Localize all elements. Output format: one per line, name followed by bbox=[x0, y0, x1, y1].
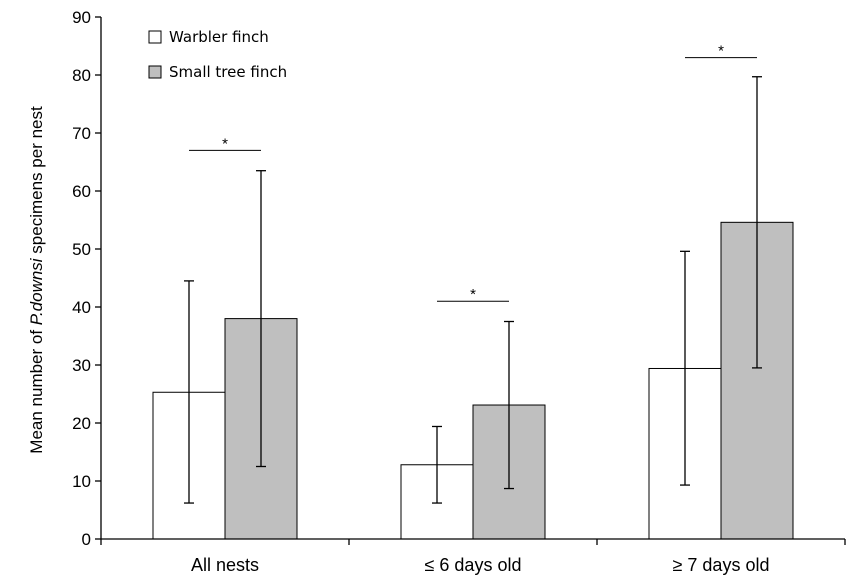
y-axis-label: Mean number of P.downsi specimens per ne… bbox=[27, 106, 46, 454]
y-axis-label-prefix: Mean number of bbox=[27, 325, 46, 454]
error-bars-layer bbox=[184, 76, 762, 504]
significance-layer: * * * bbox=[189, 43, 757, 303]
legend-label-0: Warbler finch bbox=[169, 28, 269, 46]
y-tick-label: 30 bbox=[72, 356, 91, 375]
legend-label-1: Small tree finch bbox=[169, 63, 287, 81]
y-tick-label: 80 bbox=[72, 66, 91, 85]
legend: Warbler finch Small tree finch bbox=[148, 28, 287, 81]
x-tick-label: All nests bbox=[191, 555, 259, 575]
y-axis-label-italic: P.downsi bbox=[27, 257, 46, 325]
y-tick-label: 60 bbox=[72, 182, 91, 201]
significance-star: * bbox=[222, 135, 228, 152]
y-tick-label: 70 bbox=[72, 124, 91, 143]
y-tick-label: 20 bbox=[72, 414, 91, 433]
significance-star: * bbox=[470, 286, 476, 303]
y-tick-label: 90 bbox=[72, 8, 91, 27]
x-tick-label: ≥ 7 days old bbox=[673, 555, 770, 575]
y-tick-label: 0 bbox=[82, 530, 91, 549]
x-tick-label: ≤ 6 days old bbox=[425, 555, 522, 575]
y-tick-label: 40 bbox=[72, 298, 91, 317]
significance-star: * bbox=[718, 43, 724, 60]
y-tick-label: 10 bbox=[72, 472, 91, 491]
bars-layer bbox=[152, 221, 794, 540]
axes-layer: All nests ≤ 6 days old ≥ 7 days old 0 10 20 30… bbox=[72, 8, 846, 575]
legend-swatch-1 bbox=[148, 65, 162, 79]
y-axis-label-suffix: specimens per nest bbox=[27, 106, 46, 258]
y-tick-label: 50 bbox=[72, 240, 91, 259]
legend-swatch-0 bbox=[148, 30, 162, 44]
